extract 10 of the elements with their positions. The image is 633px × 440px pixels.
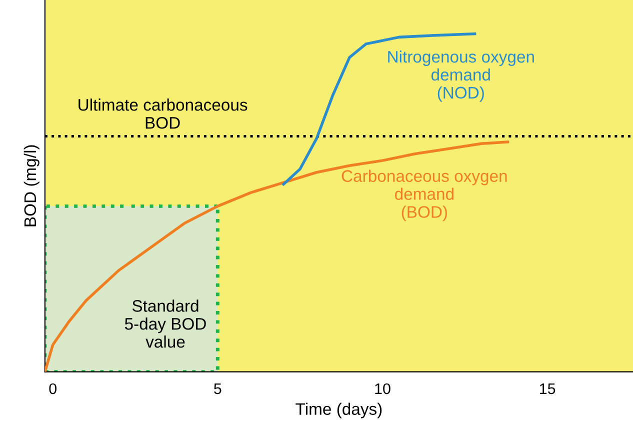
ref-line-label: Ultimate carbonaceous BOD	[78, 98, 248, 129]
x-tick-label: 0	[49, 383, 57, 394]
x-tick-label: 15	[540, 383, 556, 394]
x-tick-label: 5	[214, 383, 222, 394]
annotation: Standard 5-day BOD value	[124, 300, 206, 348]
x-tick-label: 10	[375, 383, 390, 394]
series-label: Nitrogenous oxygen demand (NOD)	[388, 50, 534, 102]
series-label: Carbonaceous oxygen demand (BOD)	[342, 170, 507, 222]
y-axis-title: BOD (mg/l)	[24, 145, 40, 226]
x-axis-title: Time (days)	[296, 402, 382, 418]
